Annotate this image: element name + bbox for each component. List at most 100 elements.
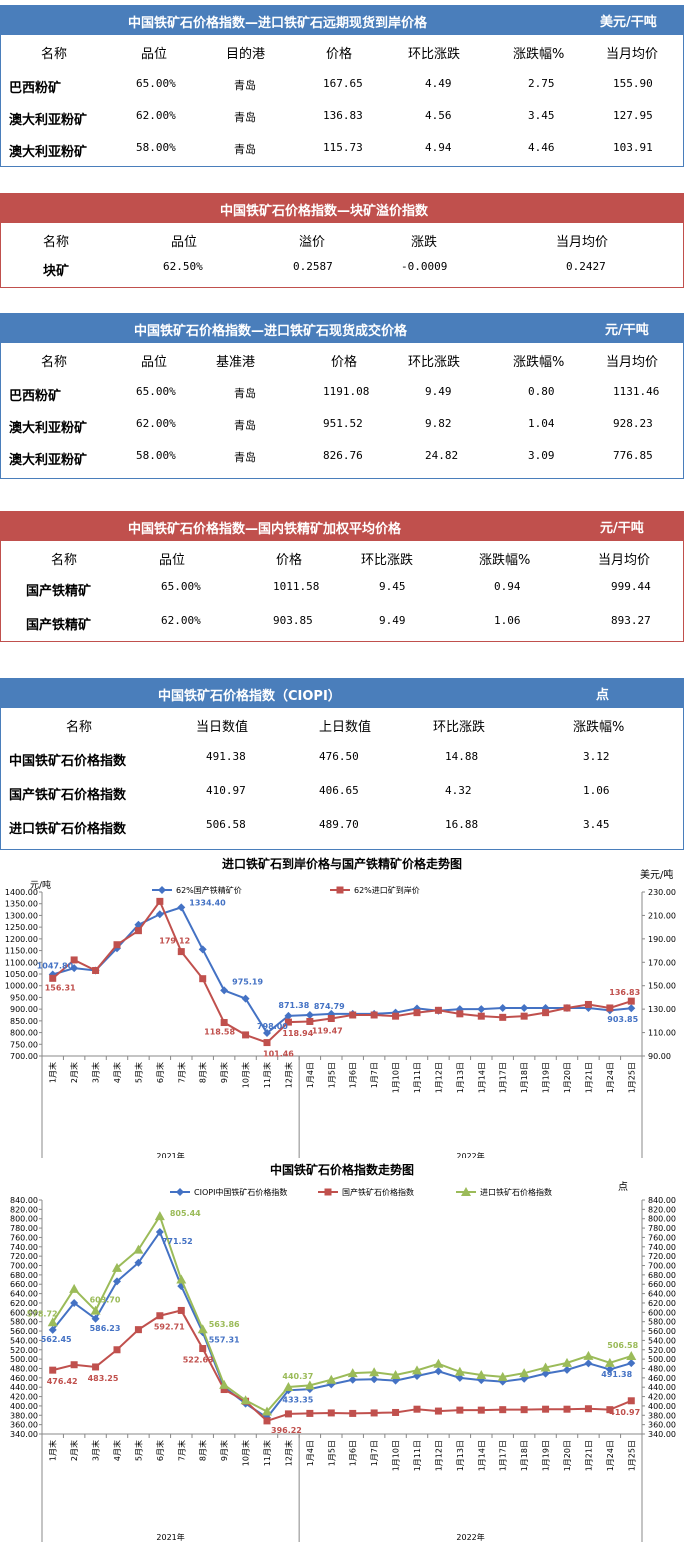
table-cell: 406.65 [319,784,359,797]
y2-tick-label: 540.00 [648,1336,676,1345]
data-point-marker [113,941,121,949]
x-tick-label: 1月4日 [306,1440,315,1466]
y-tick-label: 820.00 [10,1205,38,1214]
y2-tick-label: 600.00 [648,1308,676,1317]
y2-tick-label: 90.00 [648,1052,671,1061]
x-tick-label: 1月14日 [477,1440,486,1471]
data-point-marker [154,1211,165,1221]
data-point-marker [370,1375,379,1384]
data-point-marker [327,1409,335,1417]
table-title: 中国铁矿石价格指数—进口铁矿石远期现货到岸价格 [128,16,428,31]
table-cell: 65.00% [161,580,201,593]
x-tick-label: 10月末 [241,1440,251,1466]
data-point-marker [70,956,78,964]
y-tick-label: 1300.00 [5,911,38,920]
data-point-marker [563,1405,571,1413]
table-unit: 点 [596,688,610,703]
data-point-marker [305,1011,314,1020]
y-tick-label: 1000.00 [5,982,38,991]
table-row: 国产铁精矿 62.00% 903.85 9.49 1.06 893.27 [1,605,683,639]
table-cell: 62.50% [163,260,203,273]
data-label: 771.52 [162,1237,193,1246]
data-point-marker [499,1406,507,1414]
table-cell: 410.97 [206,784,246,797]
x-tick-label: 1月19日 [542,1440,551,1471]
table-cell: 24.82 [425,449,459,462]
data-point-marker [563,1365,571,1374]
column-header: 品位 [141,47,168,62]
column-header: 品位 [159,553,186,568]
data-point-marker [113,1346,121,1354]
table-cell: 2.75 [528,77,555,90]
data-point-marker [627,1004,636,1013]
table-row: 中国铁矿石价格指数 491.38 476.50 14.88 3.12 [1,741,683,775]
data-point-marker [627,997,635,1005]
table-cell: 776.85 [613,449,653,462]
y-tick-label: 560.00 [10,1327,38,1336]
series-line [52,899,632,1044]
data-point-marker [412,1365,422,1375]
y2-tick-label: 130.00 [648,1005,676,1014]
data-label: 975.19 [232,977,263,986]
table-title: 中国铁矿石价格指数—国内铁精矿加权平均价格 [128,522,402,537]
y2-tick-label: 150.00 [648,982,676,991]
data-point-marker [199,975,207,983]
y-tick-label: 360.00 [10,1421,38,1430]
x-tick-label: 1月6日 [349,1440,358,1466]
x-tick-label: 10月末 [241,1062,251,1088]
x-tick-label: 1月5日 [327,1440,336,1466]
x-tick-label: 1月21日 [584,1440,593,1471]
x-tick-label: 1月7日 [370,1440,379,1466]
series-line [51,1213,632,1413]
y2-tick-label: 780.00 [648,1224,676,1233]
data-point-marker [92,966,100,974]
table-cell: 青岛 [234,79,256,92]
table-header-bar: 中国铁矿石价格指数—国内铁精矿加权平均价格 元/干吨 [0,511,684,541]
data-point-marker [370,1011,378,1019]
y-tick-label: 720.00 [10,1252,38,1261]
data-point-marker [520,1012,528,1020]
data-label: 1047.80 [37,962,74,971]
column-header: 环比涨跌 [361,553,414,568]
data-point-marker [336,886,344,894]
y2-tick-label: 360.00 [648,1421,676,1430]
x-tick-label: 1月25日 [627,1062,636,1093]
data-point-marker [519,1368,530,1378]
data-point-marker [390,1370,401,1380]
y2-tick-label: 660.00 [648,1280,676,1289]
data-point-marker [477,1005,486,1014]
column-header: 当月均价 [606,355,659,370]
data-label: 179.12 [159,937,190,946]
data-point-marker [48,970,57,979]
y2-tick-label: 800.00 [648,1215,676,1224]
data-label: 491.38 [601,1370,632,1379]
table-cell: -0.0009 [401,260,448,273]
x-tick-label: 1月末 [48,1062,58,1083]
data-point-marker [498,1377,507,1386]
x-tick-label: 5月末 [133,1440,143,1461]
x-tick-label: 1月18日 [520,1440,529,1471]
table-cell: 青岛 [234,387,256,400]
x-tick-label: 2月末 [69,1440,79,1461]
data-point-marker [324,1188,332,1196]
data-point-marker [69,1283,80,1293]
y-tick-label: 660.00 [10,1280,38,1289]
table-row: 进口铁矿石价格指数 506.58 489.70 16.88 3.45 [1,809,683,843]
data-point-marker [90,1305,101,1315]
legend-label: 国产铁矿石价格指数 [342,1187,414,1197]
y-tick-label: 1150.00 [5,947,38,956]
table-unit: 元/干吨 [605,323,649,338]
data-point-marker [606,1004,614,1012]
table-row: 国产铁精矿 65.00% 1011.58 9.45 0.94 999.44 [1,571,683,605]
x-tick-label: 1月13日 [456,1440,465,1471]
data-label: 562.45 [41,1335,72,1344]
x-tick-label: 3月末 [91,1062,101,1083]
data-point-marker [134,927,142,935]
y2-tick-label: 110.00 [648,1029,676,1038]
column-header: 涨跌 [411,235,438,250]
data-point-marker [497,1371,508,1381]
legend-label: 进口铁矿石价格指数 [480,1187,552,1197]
column-header: 当月均价 [556,235,609,250]
y-tick-label: 700.00 [10,1262,38,1271]
data-point-marker [584,1000,592,1008]
